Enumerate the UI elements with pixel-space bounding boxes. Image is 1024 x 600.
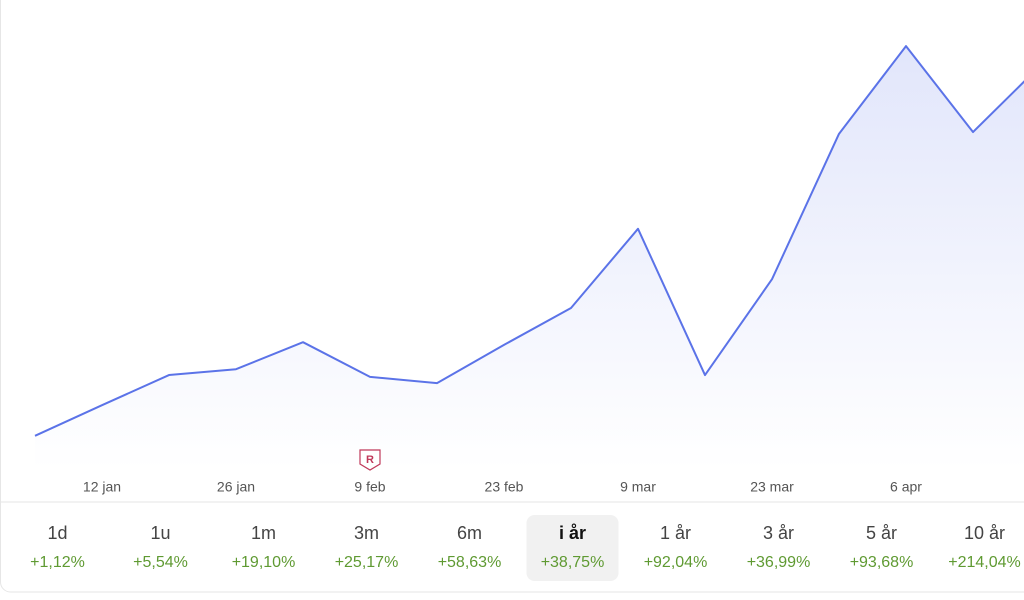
area (35, 46, 1024, 470)
event-marker-label: R (366, 454, 374, 466)
x-tick-label: 9 mar (620, 479, 656, 495)
x-tick-label: 12 jan (83, 479, 121, 495)
x-tick-label: 23 feb (485, 479, 524, 495)
period-change: +214,04% (948, 554, 1021, 571)
period-change: +19,10% (232, 554, 296, 571)
period-change: +58,63% (438, 554, 502, 571)
period-selector: 1d +1,12% 1u +5,54% 1m +19,10% 3m +25,17% 6m +58,… (30, 515, 1021, 581)
period-label: 1 år (660, 523, 691, 543)
period-change: +92,04% (644, 554, 708, 571)
x-tick-label: 6 apr (890, 479, 922, 495)
line (34, 45, 1024, 437)
period-change: +5,54% (133, 554, 188, 571)
period-change: +36,99% (747, 554, 811, 571)
period-change: +1,12% (30, 554, 85, 571)
event-marker[interactable] (359, 449, 381, 471)
period-label: 1u (150, 523, 170, 543)
period-change: +38,75% (541, 554, 605, 571)
period-label: 1d (47, 523, 67, 543)
period-label: 3 år (763, 523, 794, 543)
x-tick-label: 23 mar (750, 479, 794, 495)
period-label: 10 år (964, 523, 1005, 543)
period-change: +93,68% (850, 554, 914, 571)
period-label: 5 år (866, 523, 897, 543)
x-tick-label: 26 jan (217, 479, 255, 495)
period-button-selected (526, 515, 619, 581)
x-tick-label: 9 feb (354, 479, 385, 495)
period-label: i år (559, 523, 586, 543)
period-change: +25,17% (335, 554, 399, 571)
period-label: 3m (354, 523, 379, 543)
period-label: 6m (457, 523, 482, 543)
period-label: 1m (251, 523, 276, 543)
